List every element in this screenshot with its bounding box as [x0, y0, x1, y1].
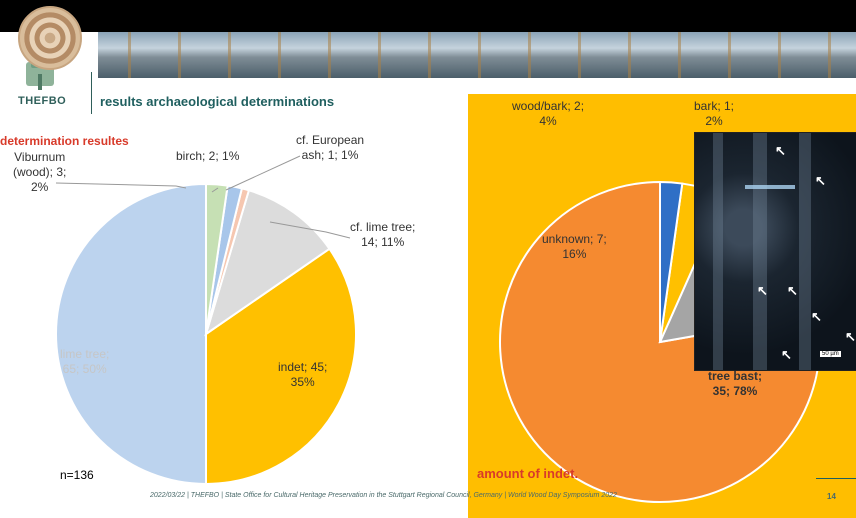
label-wood-bark: wood/bark; 2; 4%: [512, 99, 585, 128]
fiber-streak: [799, 133, 811, 370]
pie-slice-lime-tree: [55, 182, 207, 486]
header-photo-banner: [98, 32, 856, 78]
label-bark: bark; 1; 2%: [694, 99, 735, 128]
page-title: results archaeological determinations: [100, 94, 335, 109]
page-number: 14: [827, 492, 836, 501]
scale-bar-label: 50 µm: [820, 351, 841, 357]
pie-slice-cf-lime-tree: [204, 189, 331, 337]
arrow-icon: ↖: [815, 173, 826, 188]
pie-slice-viburnum-wood-: [205, 182, 229, 335]
fiber-streak: [753, 133, 767, 370]
banner-reeds: [98, 32, 856, 78]
arrow-icon: ↖: [781, 347, 792, 362]
label-unknown: unknown; 7; 16%: [542, 232, 607, 261]
arrow-icon: ↖: [775, 143, 786, 158]
fiber-streak: [713, 133, 723, 370]
sample-count-label: n=136: [60, 468, 94, 482]
right-divider: [816, 478, 856, 479]
video-top-bar: [0, 0, 856, 32]
arrow-icon: ↖: [787, 283, 798, 298]
slide: THEFBO results archaeological determinat…: [0, 32, 856, 518]
brand-name: THEFBO: [18, 95, 67, 107]
leader-line: [225, 155, 301, 191]
label-lime-tree: lime tree; 65; 50%: [60, 347, 110, 376]
fiber-streak: [745, 185, 795, 189]
tree-ring-logo: [18, 6, 82, 70]
label-viburnum: Viburnum (wood); 3; 2%: [13, 150, 67, 194]
microscope-image: ↖ ↖ ↖ ↖ ↖ ↖ ↖: [694, 132, 856, 371]
arrow-icon: ↖: [811, 309, 822, 324]
pie-slice-indet: [205, 247, 357, 486]
label-indet: indet; 45; 35%: [278, 360, 328, 389]
header-divider: [91, 72, 92, 114]
charts-svg: [55, 155, 821, 503]
leader-line: [55, 182, 187, 189]
right-chart-caption: amount of indet.: [477, 466, 579, 481]
leader-line: [269, 221, 351, 239]
label-tree-bast: tree bast; 35; 78%: [708, 369, 763, 398]
label-cf-lime-tree: cf. lime tree; 14; 11%: [350, 220, 416, 249]
left-chart-title: determination resultes: [0, 134, 129, 148]
pie-slice-bark: [659, 180, 684, 343]
footer-text: 2022/03/22 | THEFBO | State Office for C…: [150, 492, 617, 499]
label-birch: birch; 2; 1%: [176, 149, 240, 163]
arrow-icon: ↖: [845, 329, 856, 344]
arrow-icon: ↖: [757, 283, 768, 298]
label-european-ash: cf. European ash; 1; 1%: [296, 133, 365, 162]
leader-line: [211, 187, 219, 193]
